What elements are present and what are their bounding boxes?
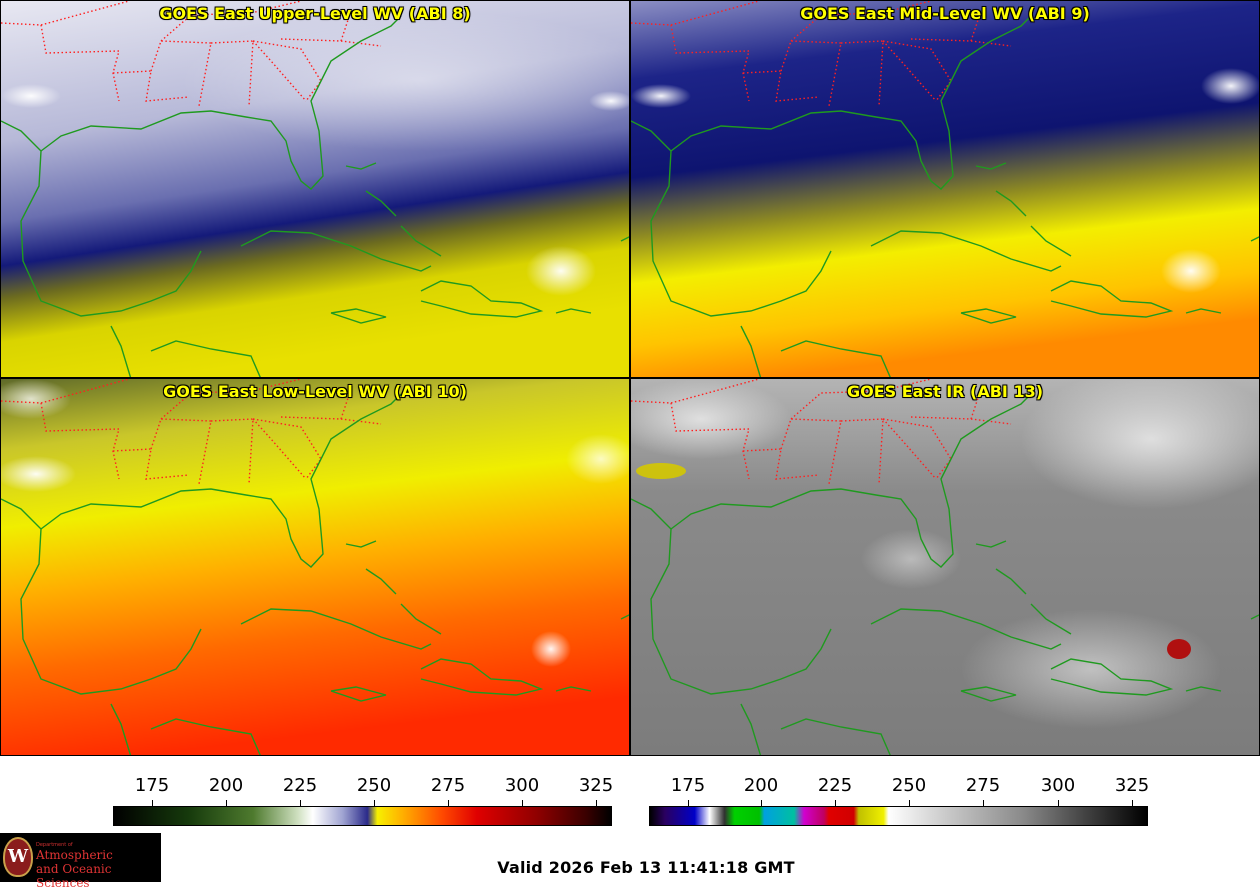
- university-seal-icon: W: [3, 837, 33, 877]
- valid-time: Valid 2026 Feb 13 11:41:18 GMT: [497, 858, 795, 877]
- tick-label: 300: [504, 775, 540, 796]
- tick-mark: [448, 800, 449, 806]
- tick-mark: [909, 800, 910, 806]
- tick-label: 225: [282, 775, 318, 796]
- panel-title: GOES East IR (ABI 13): [846, 382, 1044, 401]
- tick-label: 250: [891, 775, 927, 796]
- wv-colorbar: [113, 806, 612, 826]
- ir-colorbar: [649, 806, 1148, 826]
- panel-low-level-wv: GOES East Low-Level WV (ABI 10): [0, 378, 630, 756]
- panel-title: GOES East Upper-Level WV (ABI 8): [159, 4, 471, 23]
- tick-mark: [835, 800, 836, 806]
- tick-mark: [596, 800, 597, 806]
- tick-mark: [761, 800, 762, 806]
- logo-line1: Atmospheric: [36, 848, 113, 862]
- panel-ir: GOES East IR (ABI 13): [630, 378, 1260, 756]
- tick-label: 175: [670, 775, 706, 796]
- panel-title: GOES East Mid-Level WV (ABI 9): [800, 4, 1090, 23]
- tick-label: 325: [1114, 775, 1150, 796]
- panel-title: GOES East Low-Level WV (ABI 10): [163, 382, 467, 401]
- mid-level-wv-image: [631, 1, 1259, 377]
- tick-label: 225: [817, 775, 853, 796]
- tick-mark: [374, 800, 375, 806]
- tick-mark: [522, 800, 523, 806]
- tick-mark: [226, 800, 227, 806]
- tick-label: 275: [965, 775, 1001, 796]
- ir-image: [631, 379, 1259, 755]
- tick-mark: [152, 800, 153, 806]
- tick-label: 200: [743, 775, 779, 796]
- department-logo: W Department of Atmospheric and Oceanic …: [0, 833, 161, 890]
- tick-mark: [1058, 800, 1059, 806]
- tick-label: 250: [356, 775, 392, 796]
- tick-label: 325: [578, 775, 614, 796]
- tick-label: 200: [208, 775, 244, 796]
- tick-label: 275: [430, 775, 466, 796]
- upper-level-wv-image: [1, 1, 629, 377]
- tick-label: 300: [1040, 775, 1076, 796]
- tick-label: 175: [134, 775, 170, 796]
- panel-mid-level-wv: GOES East Mid-Level WV (ABI 9): [630, 0, 1260, 378]
- tick-mark: [300, 800, 301, 806]
- panel-upper-level-wv: GOES East Upper-Level WV (ABI 8): [0, 0, 630, 378]
- tick-mark: [688, 800, 689, 806]
- low-level-wv-image: [1, 379, 629, 755]
- tick-mark: [1132, 800, 1133, 806]
- logo-small-text: Department of: [36, 842, 73, 848]
- tick-mark: [983, 800, 984, 806]
